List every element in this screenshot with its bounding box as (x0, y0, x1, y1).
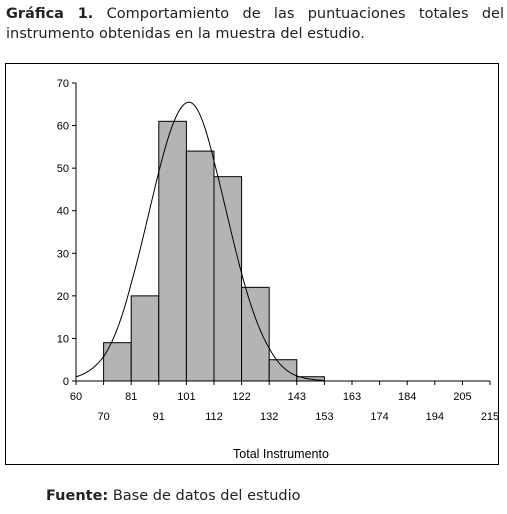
x-tick-label: 122 (232, 391, 250, 403)
y-tick-label: 70 (57, 78, 69, 90)
x-tick-labels: 60 70 81 91 101 112 122 132 143 153 163 174 184 194 20… (70, 391, 499, 423)
chart-frame (5, 63, 499, 465)
y-tick-label: 10 (57, 333, 69, 345)
y-tick-label: 0 (63, 376, 69, 388)
source-text: Base de datos del estudio (112, 488, 301, 504)
x-axis-label: Total Instrumento (233, 447, 329, 461)
x-tick-label: 205 (453, 391, 471, 403)
histogram-bar (130, 295, 160, 382)
x-tick-label: 174 (370, 411, 388, 423)
histogram-bar (185, 150, 215, 382)
x-tick-label: 215 (481, 411, 499, 423)
histogram-bar (241, 286, 270, 382)
y-tick-label: 30 (57, 248, 69, 260)
x-tick-label: 91 (153, 411, 165, 423)
histogram-bar (158, 120, 187, 382)
bars-group (103, 120, 325, 382)
y-tick-label: 40 (57, 206, 69, 218)
y-tick-label: 60 (57, 121, 69, 133)
x-tick-label: 163 (343, 391, 361, 403)
y-tick-labels: 0 10 20 30 40 50 60 70 (57, 78, 69, 388)
x-tick-label: 70 (97, 411, 109, 423)
y-tick-label: 50 (57, 163, 69, 175)
x-tick-label: 184 (398, 391, 416, 403)
normal-curve (75, 101, 325, 381)
x-tick-label: 153 (315, 411, 333, 423)
x-tick-label: 143 (288, 391, 306, 403)
source-label: Fuente: (46, 488, 109, 504)
figure-caption: Gráfica 1. Comportamiento de las puntuac… (6, 4, 504, 44)
x-tick-label: 112 (205, 411, 223, 423)
x-tick-label: 60 (70, 391, 82, 403)
histogram-bar (213, 176, 243, 382)
histogram-bar (103, 342, 132, 382)
x-tick-label: 81 (125, 391, 137, 403)
axes-group (72, 82, 491, 385)
y-tick-label: 20 (57, 291, 69, 303)
x-tick-label: 132 (260, 411, 278, 423)
x-tick-label: 194 (426, 411, 444, 423)
x-tick-label: 101 (177, 391, 195, 403)
caption-label: Gráfica 1. (6, 6, 94, 22)
caption-text: Comportamiento de las puntuaciones total… (6, 6, 504, 42)
histogram-bar (268, 359, 298, 382)
source-note: Fuente: Base de datos del estudio (46, 488, 301, 504)
